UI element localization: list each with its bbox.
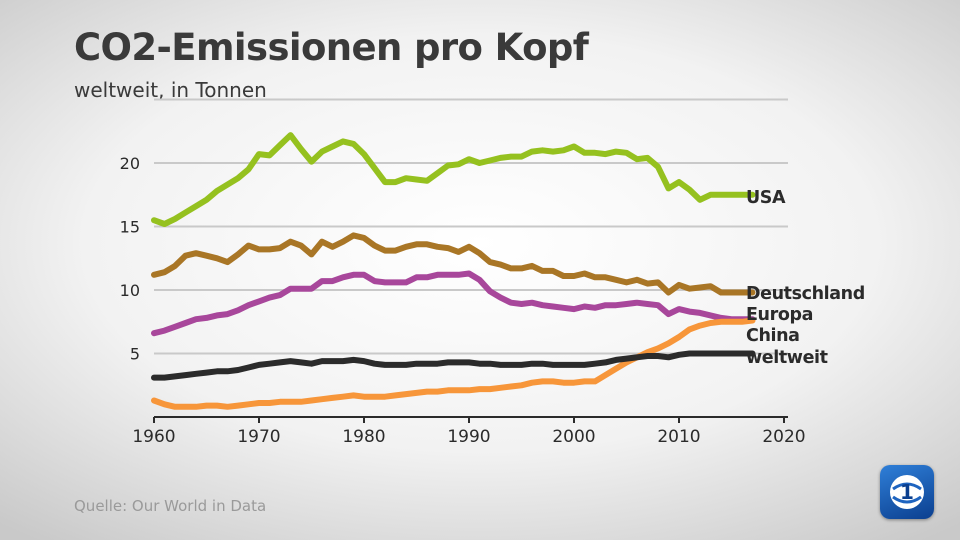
grid-lines xyxy=(154,98,788,355)
chart-subtitle: weltweit, in Tonnen xyxy=(74,78,267,102)
x-tick-label: 2010 xyxy=(657,427,700,447)
series-line-usa xyxy=(151,132,756,227)
source-note: Quelle: Our World in Data xyxy=(74,497,267,515)
x-tick-label: 1980 xyxy=(342,427,385,447)
series-line-china xyxy=(151,317,756,410)
axes: 1960 1970 1980 1990 2000 2010 2020 5 10 15 20 xyxy=(120,154,806,447)
chart-title: CO2-Emissionen pro Kopf xyxy=(74,26,589,69)
x-tick-label: 2000 xyxy=(552,427,595,447)
series-label-europa: Europa xyxy=(746,305,813,325)
series-line-deutschland xyxy=(151,232,756,296)
series-lines xyxy=(151,132,756,410)
series-line-europa xyxy=(151,270,756,337)
x-tick-label: 1990 xyxy=(447,427,490,447)
series-line-weltweit xyxy=(151,350,756,381)
tagesschau-logo-icon: 1 xyxy=(880,465,934,519)
series-label-usa: USA xyxy=(746,188,786,208)
y-tick-label: 10 xyxy=(120,281,140,300)
logo-text: 1 xyxy=(900,480,914,504)
y-tick-label: 15 xyxy=(120,218,140,237)
x-tick-label: 2020 xyxy=(762,427,805,447)
y-tick-label: 5 xyxy=(130,345,140,364)
x-tick-label: 1960 xyxy=(132,427,175,447)
series-label-china: China xyxy=(746,326,800,346)
series-label-deutschland: Deutschland xyxy=(746,284,865,304)
y-tick-label: 20 xyxy=(120,154,140,173)
x-tick-label: 1970 xyxy=(237,427,280,447)
series-label-weltweit: weltweit xyxy=(746,348,828,368)
